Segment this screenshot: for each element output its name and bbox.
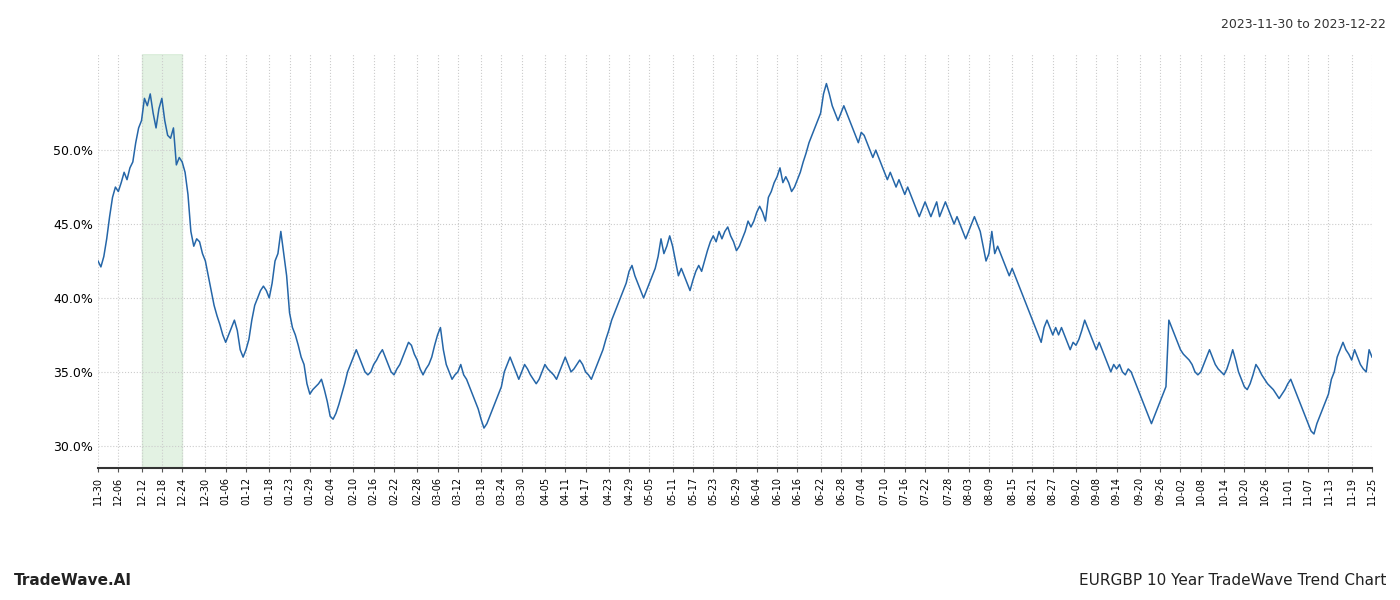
Bar (141, 54, 182, 468)
Text: EURGBP 10 Year TradeWave Trend Chart: EURGBP 10 Year TradeWave Trend Chart (1078, 573, 1386, 588)
Text: TradeWave.AI: TradeWave.AI (14, 573, 132, 588)
Text: 2023-11-30 to 2023-12-22: 2023-11-30 to 2023-12-22 (1221, 18, 1386, 31)
